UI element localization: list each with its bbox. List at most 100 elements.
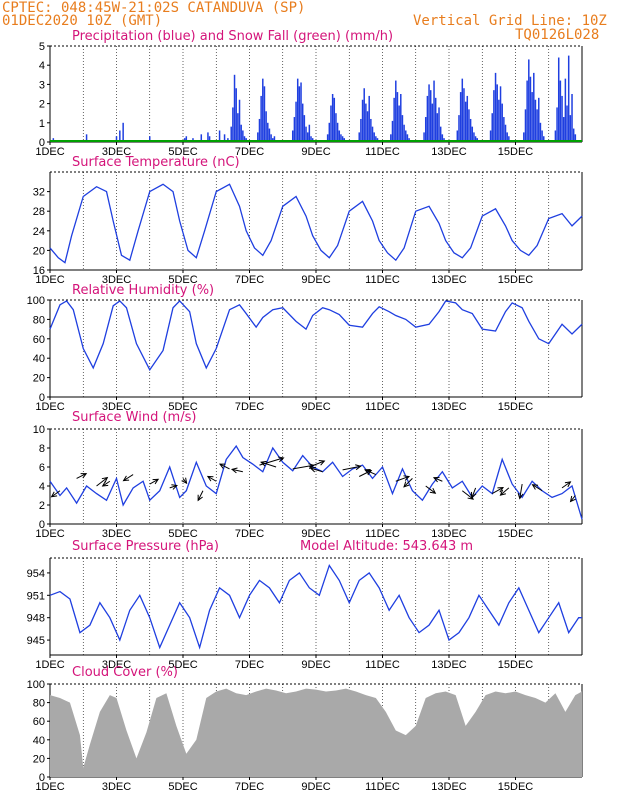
wind-arrow-head xyxy=(181,477,188,485)
precip-bar xyxy=(405,130,407,142)
wind-arrow-shaft xyxy=(491,487,504,495)
wind-title: Surface Wind (m/s) xyxy=(72,410,197,425)
precipitation-panel: 0 1 2 3 4 5 1DEC 3DEC 5DEC 7DEC 9DEC 11DEC 13DEC 15DE… xyxy=(35,41,583,158)
precip-bar xyxy=(461,78,464,142)
wind-arrow-head xyxy=(230,467,238,474)
precip-bar xyxy=(574,134,577,142)
precip-bar xyxy=(562,117,565,142)
precip-bar xyxy=(373,132,375,142)
wind-arrow-shaft xyxy=(207,476,217,482)
precip-bar xyxy=(526,80,528,142)
wind-arrow-shaft xyxy=(219,463,230,470)
cloud-ytick-label: 40 xyxy=(33,735,45,747)
humidity-xtick-label: 5DEC xyxy=(168,401,197,413)
precipitation-xtick-label: 5DEC xyxy=(168,146,197,158)
temperature-line xyxy=(49,183,583,264)
precip-bar xyxy=(456,130,459,142)
wind-arrow xyxy=(342,464,362,471)
precipitation-ytick-label: 0 xyxy=(39,137,45,149)
wind-arrow-shaft xyxy=(403,478,413,488)
wind-arrow xyxy=(101,480,111,487)
wind-arrow-head xyxy=(260,460,267,467)
precip-bar xyxy=(300,82,302,142)
cloud-ytick-label: 0 xyxy=(39,772,45,784)
temperature-ytick-label: 24 xyxy=(33,226,45,238)
precip-bar xyxy=(494,72,497,142)
wind-ytick-label: 6 xyxy=(39,462,45,474)
cloud-ytick-label: 20 xyxy=(33,753,45,765)
wind-arrow-shaft xyxy=(395,475,410,482)
precip-bar xyxy=(529,76,532,142)
cloud-ytick-label: 100 xyxy=(27,679,45,691)
pressure-ytick-label: 948 xyxy=(27,613,45,625)
precip-bar xyxy=(260,95,262,142)
precip-bar xyxy=(390,134,392,142)
precip-bar xyxy=(235,88,237,142)
precip-bar xyxy=(501,103,503,142)
temperature-xtick-label: 11DEC xyxy=(365,274,400,286)
precip-bar xyxy=(508,136,510,142)
wind-arrow-head xyxy=(101,476,109,483)
wind-arrow xyxy=(470,487,477,499)
wind-arrow-head xyxy=(517,493,524,500)
precip-bar xyxy=(365,103,367,142)
wind-arrow-shaft xyxy=(51,490,61,498)
humidity-ytick-label: 0 xyxy=(39,392,45,404)
precip-bar xyxy=(395,80,397,142)
precipitation-xtick-label: 11DEC xyxy=(365,146,400,158)
wind-arrow-shaft xyxy=(231,468,243,473)
precip-bar xyxy=(506,132,508,142)
precip-bar xyxy=(293,117,296,142)
pressure-xtick-label: 7DEC xyxy=(235,659,264,671)
wind-ytick-label: 10 xyxy=(33,424,45,436)
precip-bar xyxy=(400,94,402,142)
pressure-xtick-label: 3DEC xyxy=(102,659,131,671)
pressure-xtick-label: 11DEC xyxy=(365,659,400,671)
precip-bar xyxy=(122,122,124,142)
wind-arrow xyxy=(425,485,437,494)
model-altitude: Model Altitude: 543.643 m xyxy=(300,539,474,554)
wind-arrow xyxy=(218,463,230,470)
precip-bar xyxy=(536,109,538,142)
precip-bar xyxy=(208,136,211,142)
wind-arrow-head xyxy=(432,476,440,483)
wind-arrow xyxy=(569,495,576,503)
wind-xtick-label: 5DEC xyxy=(168,528,197,540)
cloud-panel: 0 20 40 60 80 100 1DEC 3DEC 5DEC 7DEC 9DEC 11DEC 13D… xyxy=(27,679,583,793)
precip-bar xyxy=(335,113,337,142)
humidity-xtick-label: 13DEC xyxy=(431,401,467,413)
wind-arrow xyxy=(499,487,510,496)
wind-arrow xyxy=(96,476,109,487)
wind-arrow xyxy=(403,478,413,488)
precip-bar xyxy=(115,136,118,142)
pressure-xtick-label: 13DEC xyxy=(431,659,467,671)
humidity-title: Relative Humidity (%) xyxy=(72,283,215,298)
precip-bar xyxy=(361,99,364,142)
wind-arrow-shaft xyxy=(364,469,377,476)
cloud-title: Cloud Cover (%) xyxy=(72,665,178,680)
precip-bar xyxy=(528,59,530,142)
wind-xtick-label: 15DEC xyxy=(498,528,534,540)
precip-bar xyxy=(368,95,370,142)
precip-bar xyxy=(473,132,475,142)
humidity-xtick-label: 1DEC xyxy=(35,401,64,413)
precip-bar xyxy=(119,130,121,142)
precipitation-ytick-label: 4 xyxy=(39,60,45,72)
precip-bar xyxy=(499,86,502,142)
cloud-xtick-label: 3DEC xyxy=(102,781,131,793)
cloud-xtick-label: 5DEC xyxy=(168,781,197,793)
wind-arrow xyxy=(122,474,134,482)
precip-bar xyxy=(336,122,339,142)
wind-arrow xyxy=(364,469,377,476)
precip-bar xyxy=(424,117,427,142)
pressure-line xyxy=(49,563,582,650)
wind-arrow-head xyxy=(429,487,437,494)
wind-ytick-label: 4 xyxy=(39,481,45,493)
wind-arrow-shaft xyxy=(96,477,108,487)
precipitation-xtick-label: 15DEC xyxy=(498,146,534,158)
precip-bar xyxy=(569,115,572,142)
wind-arrow-head xyxy=(218,463,226,469)
precip-bar xyxy=(504,124,507,142)
precip-bar xyxy=(303,115,306,142)
precip-bar xyxy=(340,134,342,142)
